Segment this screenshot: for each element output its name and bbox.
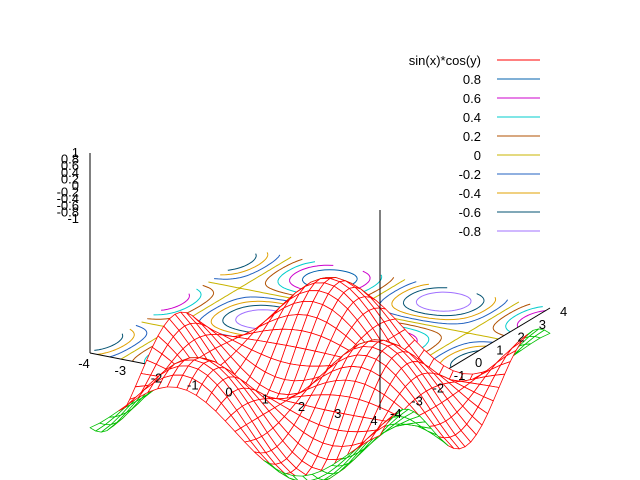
y-tick-label: -1: [454, 368, 466, 383]
legend-label: 0.8: [463, 72, 481, 87]
z-tick-labels: 10.80.60.40.20-0.2-0.4-0.6-0.8-1: [57, 145, 79, 226]
x-tick-labels: -4 -3 -2 -1 0 1 2 3 4: [78, 356, 377, 428]
x-tick-label: -3: [115, 363, 127, 378]
y-tick-label: 2: [518, 330, 525, 345]
x-tick-label: -4: [78, 356, 90, 371]
z-tick-label: 0.8: [61, 152, 79, 167]
legend-label: 0.4: [463, 110, 481, 125]
surface-facet: [369, 424, 387, 441]
legend-label: 0: [474, 148, 481, 163]
z-tick-label: -0.6: [57, 198, 79, 213]
z-tick-label: -0.4: [57, 191, 79, 206]
z-tick-label: 1: [72, 145, 79, 160]
legend-label: 0.2: [463, 129, 481, 144]
legend: sin(x)*cos(y) 0.8 0.6 0.4 0.2 0 -0.2 -0.4 -0.6 -0…: [409, 53, 540, 239]
z-tick-label: 0.2: [61, 171, 79, 186]
legend-label: sin(x)*cos(y): [409, 53, 481, 68]
y-tick-label: 4: [560, 304, 567, 319]
x-tick-label: 4: [370, 413, 377, 428]
x-tick-label: 2: [298, 399, 305, 414]
legend-label: -0.4: [459, 186, 481, 201]
x-tick-label: -1: [187, 377, 199, 392]
z-tick-label: 0.4: [61, 165, 79, 180]
surface-facet: [292, 475, 308, 480]
x-tick-label: -2: [151, 370, 163, 385]
y-tick-label: 3: [539, 317, 546, 332]
surface-facet: [282, 472, 299, 480]
z-tick-label: 0: [72, 178, 79, 193]
y-tick-label: -2: [433, 381, 445, 396]
z-tick-label: -0.8: [57, 204, 79, 219]
y-tick-label: 1: [496, 342, 503, 357]
y-tick-label: -4: [390, 406, 402, 421]
legend-label: 0.6: [463, 91, 481, 106]
y-tick-label: -3: [411, 393, 423, 408]
x-tick-label: 0: [225, 385, 232, 400]
x-tick-label: 3: [334, 406, 341, 421]
legend-label: -0.2: [459, 167, 481, 182]
z-tick-label: 0.6: [61, 158, 79, 173]
y-tick-label: 0: [475, 355, 482, 370]
x-tick-label: 1: [262, 392, 269, 407]
surface-mesh: [89, 277, 551, 480]
z-tick-label: -0.2: [57, 185, 79, 200]
legend-label: -0.8: [459, 224, 481, 239]
z-tick-label: -1: [67, 211, 79, 226]
legend-label: -0.6: [459, 205, 481, 220]
